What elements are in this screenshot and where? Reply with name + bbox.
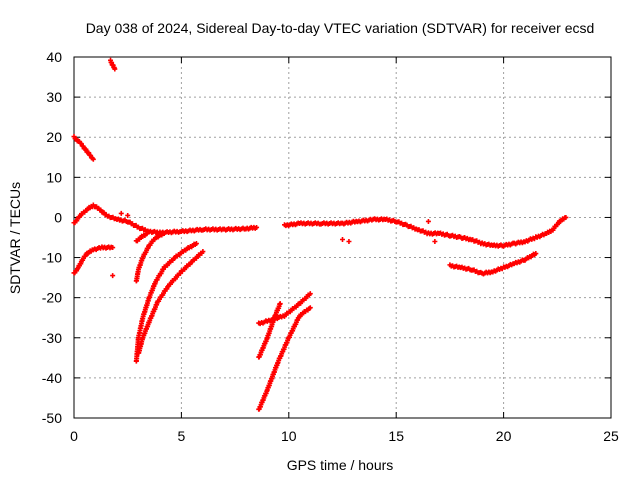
data-point [533,251,539,257]
series-top-fragment [108,57,118,72]
data-point [125,212,131,218]
y-tick-label: -20 [42,290,62,306]
x-tick-label: 5 [178,428,186,444]
series-curve-a [133,241,199,364]
y-tick-label: -10 [42,250,62,266]
series-line-upper [256,291,313,327]
x-tick-label: 15 [388,428,404,444]
data-point [110,273,116,279]
data-point [340,237,345,243]
x-tick-labels: 0 5 10 15 20 25 [70,428,619,444]
chart-title: Day 038 of 2024, Sidereal Day-to-day VTE… [86,20,595,36]
data-point [83,146,89,152]
series-curve-b [135,249,206,356]
series-lower-right-arc [447,251,539,277]
y-axis-label: SDTVAR / TECUs [7,182,23,294]
x-tick-label: 0 [70,428,78,444]
data-point [193,241,199,247]
data-point [118,210,124,216]
data-point [161,230,167,236]
data-point [112,66,118,72]
plot-frame [73,56,612,419]
y-tick-label: 20 [46,129,62,145]
x-axis-label: GPS time / hours [287,457,394,473]
data-point [307,305,313,311]
x-tick-label: 25 [603,428,619,444]
data-point [277,301,283,307]
y-tick-label: 0 [54,209,62,225]
y-tick-label: -40 [42,370,62,386]
series-line-mid [256,301,283,360]
data-points [71,57,569,412]
data-point [432,239,438,245]
data-point [110,245,116,251]
data-point [425,218,431,224]
y-tick-labels: -50 -40 -30 -20 -10 0 10 20 30 40 [42,49,62,426]
data-point [200,249,206,255]
series-short-segment [133,230,150,244]
y-tick-label: -30 [42,330,62,346]
y-tick-label: -50 [42,410,62,426]
series-curve-c [133,230,167,284]
grid-lines [74,57,611,418]
y-tick-label: 30 [46,89,62,105]
series-baseline-2 [282,214,569,249]
data-point [307,291,313,297]
x-tick-label: 20 [496,428,512,444]
data-point [563,214,569,220]
y-tick-label: 10 [46,169,62,185]
data-point [346,239,352,245]
data-point [90,156,96,162]
series-isolated-points [110,210,438,279]
data-point [254,224,260,230]
y-tick-label: 40 [46,49,62,65]
series-line-lower [256,305,313,412]
data-point [144,230,150,236]
x-tick-label: 10 [281,428,297,444]
series-arc-upper [71,244,116,276]
series-baseline [71,202,260,236]
axis-ticks [73,56,612,419]
series-descending-segment [71,134,96,162]
